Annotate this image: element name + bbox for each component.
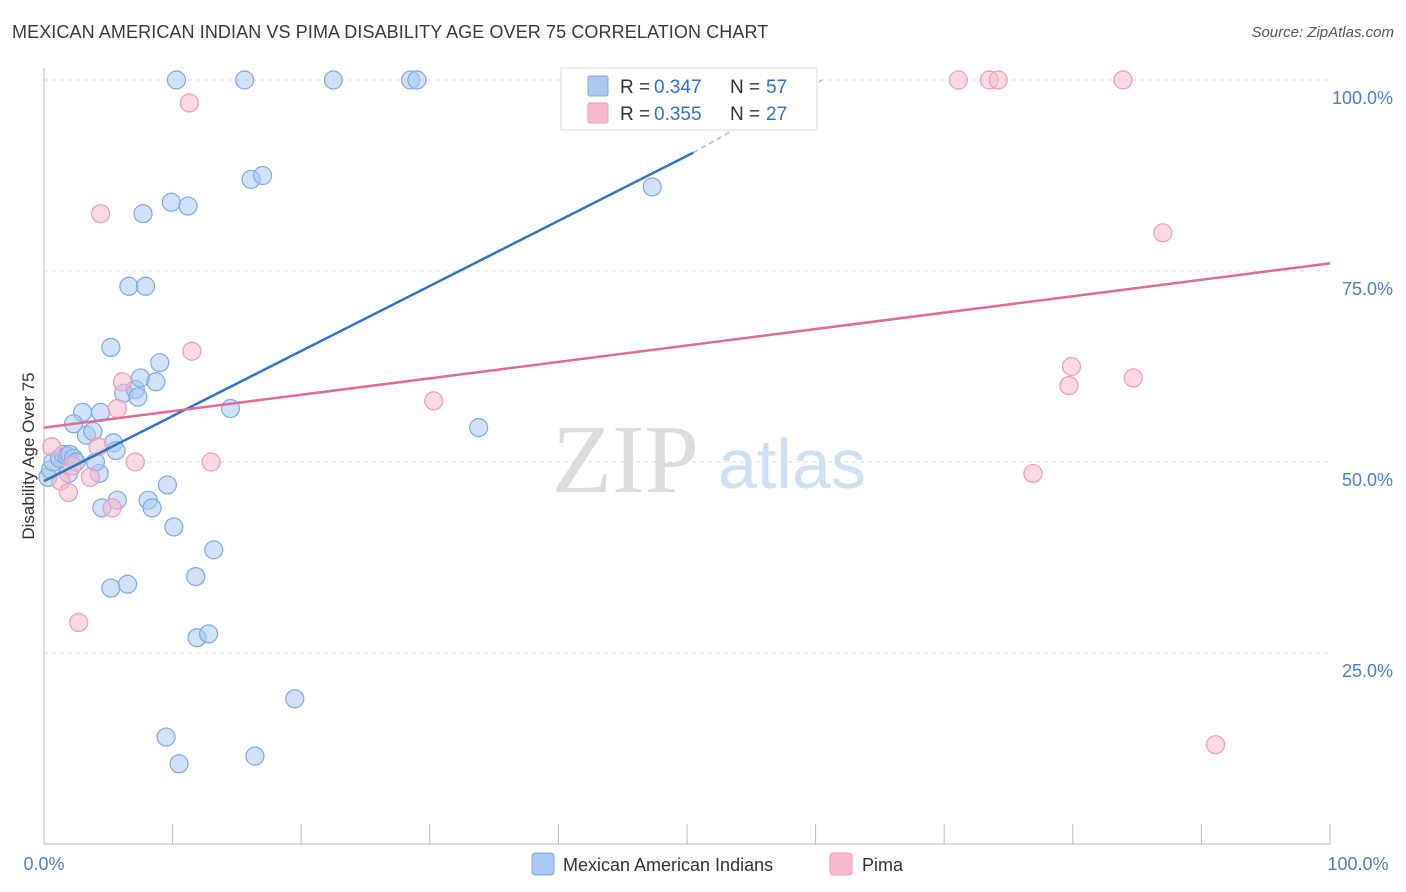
mexican-american-indians-point-52: [323, 70, 343, 90]
mexican-american-indians-point-55: [469, 418, 489, 438]
source-credit: Source: ZipAtlas.com: [1251, 24, 1394, 41]
mexican-american-indians-point-51: [285, 689, 305, 709]
watermark: ZIP atlas: [552, 406, 866, 514]
mexican-american-indians-point-33: [146, 372, 166, 392]
mexican-american-indians-point-47: [235, 70, 255, 90]
trendline-mexican-american-indians: [43, 151, 694, 483]
mexican-american-indians-point-29: [133, 204, 153, 224]
pima-point-8: [102, 498, 122, 518]
legend-swatch-pink: [587, 102, 609, 124]
y-tick-label-25: 25.0%: [1342, 661, 1393, 681]
pima-point-22: [1113, 70, 1133, 90]
legend-r-value-2: 0.355: [654, 104, 702, 125]
pima-point-15: [424, 391, 444, 411]
legend-n-label-1: N =: [730, 77, 760, 98]
y-tick-label-75: 75.0%: [1342, 279, 1393, 299]
mexican-american-indians-point-40: [169, 754, 189, 774]
y-tick-label-100: 100.0%: [1332, 88, 1393, 108]
pima-point-0: [42, 437, 62, 457]
legend-r-label-1: R =: [620, 77, 650, 98]
mexican-american-indians-point-56: [642, 177, 662, 197]
legend-r-label-2: R =: [620, 104, 650, 125]
series-legend-label-blue: Mexican American Indians: [563, 855, 773, 875]
series-pima: [42, 70, 1226, 755]
mexican-american-indians-point-45: [204, 540, 224, 560]
y-tick-labels: 25.0% 50.0% 75.0% 100.0%: [1332, 88, 1393, 681]
x-tick-label-min: 0.0%: [23, 854, 64, 874]
pima-point-24: [1153, 223, 1173, 243]
series-legend-swatch-blue: [531, 852, 555, 876]
legend-n-label-2: N =: [730, 104, 760, 125]
mexican-american-indians-point-25: [119, 276, 139, 296]
pima-point-13: [182, 341, 202, 361]
mexican-american-indians-point-41: [178, 196, 198, 216]
pima-point-2: [58, 482, 79, 503]
mexican-american-indians-point-22: [101, 337, 121, 357]
watermark-zip: ZIP: [552, 406, 699, 514]
pima-point-21: [1061, 356, 1082, 377]
pima-point-25: [1205, 735, 1226, 755]
mexican-american-indians-point-32: [142, 498, 162, 518]
y-axis-title: Disability Age Over 75: [19, 372, 38, 539]
legend-swatch-blue: [587, 75, 609, 97]
pima-point-16: [948, 70, 968, 90]
legend-r-value-1: 0.347: [654, 77, 702, 98]
mexican-american-indians-point-39: [156, 727, 176, 747]
pima-point-10: [112, 372, 133, 392]
series-legend-label-pink: Pima: [862, 855, 904, 875]
pima-point-5: [80, 467, 100, 487]
pima-point-11: [125, 452, 145, 472]
pima-point-4: [69, 612, 89, 633]
mexican-american-indians-point-37: [164, 517, 184, 537]
pima-point-9: [107, 398, 127, 419]
series-legend: Mexican American Indians Pima: [531, 852, 904, 876]
x-tick-label-max: 100.0%: [1327, 854, 1388, 874]
pima-point-23: [1123, 368, 1143, 388]
y-tick-label-50: 50.0%: [1342, 470, 1393, 490]
mexican-american-indians-point-34: [150, 353, 170, 373]
mexican-american-indians-point-49: [245, 746, 265, 766]
correlation-legend: R = 0.347 N = 57 R = 0.355 N = 27: [560, 67, 818, 131]
mexican-american-indians-point-18: [101, 578, 121, 598]
chart-title: MEXICAN AMERICAN INDIAN VS PIMA DISABILI…: [12, 22, 769, 42]
legend-n-value-1: 57: [766, 77, 787, 98]
pima-point-12: [179, 93, 199, 113]
x-axis-ticks: [172, 824, 1331, 844]
mexican-american-indians-point-24: [117, 574, 138, 594]
watermark-atlas: atlas: [718, 425, 866, 503]
mexican-american-indians-point-36: [161, 192, 181, 212]
pima-point-20: [1059, 376, 1079, 396]
series-legend-swatch-pink: [829, 852, 853, 876]
pima-point-7: [90, 204, 111, 224]
pima-point-14: [201, 452, 221, 472]
mexican-american-indians-point-42: [186, 566, 206, 587]
mexican-american-indians-point-50: [253, 165, 273, 186]
mexican-american-indians-point-27: [128, 387, 148, 407]
pima-point-18: [988, 70, 1008, 90]
gridlines: [44, 79, 1330, 654]
mexican-american-indians-point-35: [157, 475, 178, 495]
pima-point-19: [1023, 463, 1043, 484]
trendline-pima: [43, 262, 1331, 429]
mexican-american-indians-point-44: [199, 624, 219, 644]
legend-n-value-2: 27: [766, 104, 787, 125]
mexican-american-indians-point-30: [135, 276, 156, 296]
mexican-american-indians-point-54: [407, 70, 427, 90]
mexican-american-indians-point-38: [166, 70, 187, 90]
